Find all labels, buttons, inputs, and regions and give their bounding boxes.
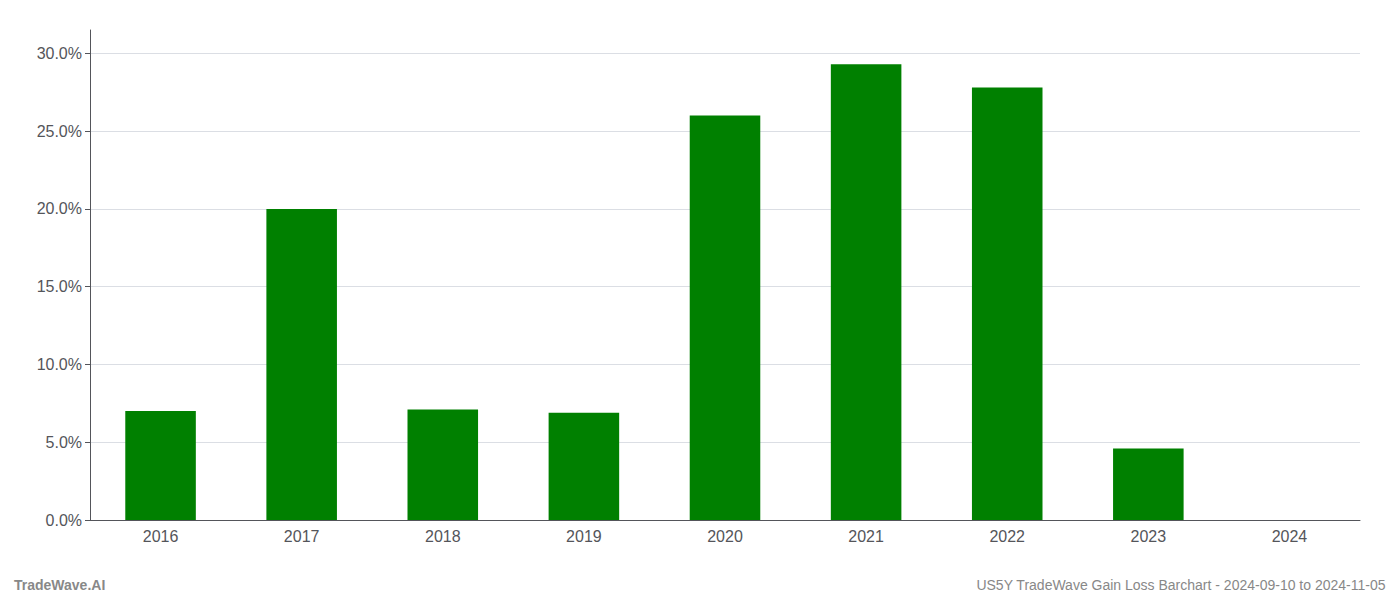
svg-text:0.0%: 0.0% (46, 512, 82, 529)
svg-text:2017: 2017 (284, 528, 320, 545)
svg-text:2016: 2016 (143, 528, 179, 545)
svg-text:TradeWave.AI: TradeWave.AI (14, 577, 105, 593)
svg-text:2018: 2018 (425, 528, 461, 545)
svg-text:20.0%: 20.0% (37, 200, 82, 217)
svg-text:15.0%: 15.0% (37, 278, 82, 295)
svg-text:10.0%: 10.0% (37, 356, 82, 373)
svg-text:2024: 2024 (1272, 528, 1308, 545)
svg-text:2020: 2020 (707, 528, 743, 545)
svg-text:2019: 2019 (566, 528, 602, 545)
svg-text:2021: 2021 (848, 528, 884, 545)
svg-text:5.0%: 5.0% (46, 434, 82, 451)
svg-text:30.0%: 30.0% (37, 45, 82, 62)
svg-text:2023: 2023 (1131, 528, 1167, 545)
svg-text:2022: 2022 (989, 528, 1025, 545)
svg-text:US5Y TradeWave Gain Loss Barch: US5Y TradeWave Gain Loss Barchart - 2024… (976, 577, 1385, 593)
svg-text:25.0%: 25.0% (37, 123, 82, 140)
